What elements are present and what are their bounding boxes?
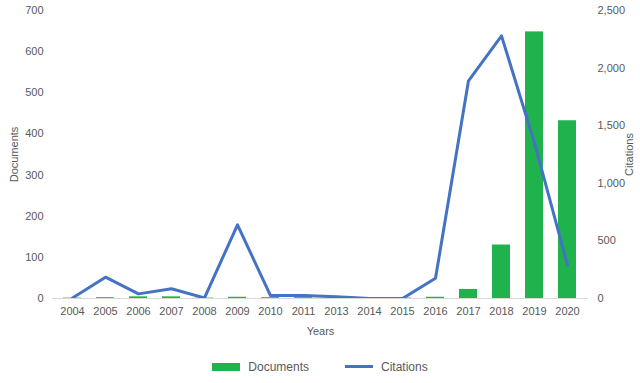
svg-text:2,500: 2,500: [598, 4, 626, 16]
svg-text:2014: 2014: [357, 305, 381, 317]
svg-text:Documents: Documents: [8, 126, 20, 182]
svg-text:2004: 2004: [60, 305, 84, 317]
svg-text:2020: 2020: [555, 305, 579, 317]
svg-text:2005: 2005: [93, 305, 117, 317]
svg-text:2013: 2013: [324, 305, 348, 317]
svg-text:Citations: Citations: [623, 133, 635, 176]
svg-text:2015: 2015: [390, 305, 414, 317]
svg-text:300: 300: [25, 169, 43, 181]
svg-text:2006: 2006: [126, 305, 150, 317]
svg-text:700: 700: [25, 4, 43, 16]
svg-text:1,500: 1,500: [598, 119, 626, 131]
svg-text:1,000: 1,000: [598, 177, 626, 189]
svg-text:500: 500: [25, 86, 43, 98]
svg-text:600: 600: [25, 45, 43, 57]
svg-text:2016: 2016: [423, 305, 447, 317]
svg-text:2017: 2017: [456, 305, 480, 317]
svg-text:2009: 2009: [225, 305, 249, 317]
svg-text:0: 0: [598, 292, 604, 304]
html-text:Citations: Citations: [381, 359, 428, 374]
html-text:Documents: Documents: [248, 359, 309, 374]
svg-text:2011: 2011: [292, 305, 316, 317]
svg-text:200: 200: [25, 210, 43, 222]
svg-text:2008: 2008: [192, 305, 216, 317]
svg-text:2,000: 2,000: [598, 62, 626, 74]
svg-text:2018: 2018: [489, 305, 513, 317]
svg-text:100: 100: [25, 251, 43, 263]
svg-text:2019: 2019: [522, 305, 546, 317]
svg-text:500: 500: [598, 234, 616, 246]
svg-text:2007: 2007: [159, 305, 183, 317]
svg-text:400: 400: [25, 127, 43, 139]
svg-text:0: 0: [37, 292, 43, 304]
svg-text:Years: Years: [307, 325, 335, 337]
svg-text:2010: 2010: [258, 305, 282, 317]
